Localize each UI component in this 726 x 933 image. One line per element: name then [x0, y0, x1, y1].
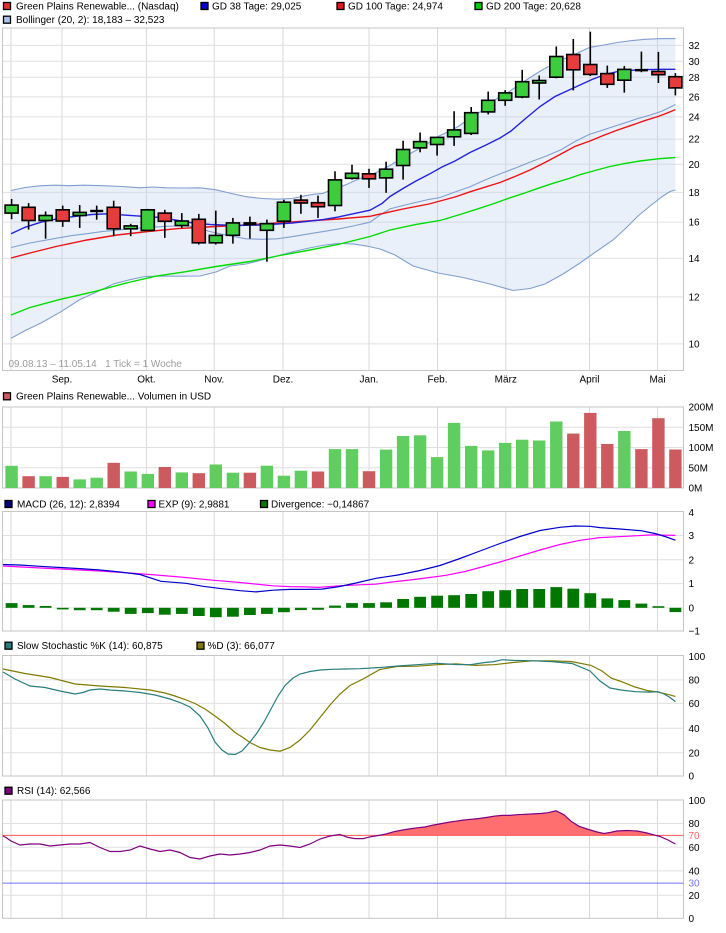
svg-text:10: 10: [689, 340, 701, 351]
svg-text:4: 4: [689, 508, 695, 519]
svg-text:März: März: [495, 375, 517, 386]
svg-text:100: 100: [689, 796, 706, 807]
svg-text:Jan.: Jan.: [360, 375, 379, 386]
svg-text:100: 100: [689, 652, 706, 663]
svg-text:RSI (14): 62,566: RSI (14): 62,566: [17, 786, 91, 797]
svg-text:40: 40: [689, 724, 701, 735]
svg-text:−1: −1: [689, 627, 701, 638]
svg-text:20: 20: [689, 160, 701, 171]
svg-text:GD 100 Tage: 24,974: GD 100 Tage: 24,974: [348, 1, 443, 12]
svg-text:30: 30: [689, 57, 701, 68]
svg-text:GD 38 Tage: 29,025: GD 38 Tage: 29,025: [212, 1, 302, 12]
svg-text:Slow Stochastic %K (14): 60,87: Slow Stochastic %K (14): 60,875: [17, 641, 163, 652]
svg-text:GD 200 Tage: 20,628: GD 200 Tage: 20,628: [486, 1, 581, 12]
svg-text:22: 22: [689, 135, 701, 146]
svg-text:Dez.: Dez.: [273, 375, 294, 386]
svg-text:Sep.: Sep.: [52, 375, 73, 386]
svg-text:0M: 0M: [689, 484, 703, 495]
svg-text:12: 12: [689, 293, 701, 304]
svg-text:Divergence: −0,14867: Divergence: −0,14867: [271, 499, 370, 510]
svg-text:0: 0: [689, 772, 695, 783]
svg-text:60: 60: [689, 843, 701, 854]
svg-text:2: 2: [689, 555, 695, 566]
svg-text:Green Plains Renewable... Volu: Green Plains Renewable... Volumen in USD: [16, 392, 211, 403]
svg-text:14: 14: [689, 254, 701, 265]
svg-text:30: 30: [689, 879, 701, 890]
svg-text:20: 20: [689, 891, 701, 902]
svg-text:200M: 200M: [689, 403, 714, 414]
svg-text:16: 16: [689, 218, 701, 229]
svg-text:MACD (26, 12): 2,8394: MACD (26, 12): 2,8394: [17, 499, 120, 510]
svg-text:24: 24: [689, 113, 701, 124]
svg-text:Green Plains Renewable... (Nas: Green Plains Renewable... (Nasdaq): [16, 1, 179, 12]
svg-text:150M: 150M: [689, 423, 714, 434]
svg-text:Mai: Mai: [649, 375, 665, 386]
svg-text:0: 0: [689, 914, 695, 925]
svg-text:3: 3: [689, 531, 695, 542]
svg-text:32: 32: [689, 41, 701, 52]
svg-text:Nov.: Nov.: [204, 375, 224, 386]
svg-text:20: 20: [689, 748, 701, 759]
svg-text:80: 80: [689, 819, 701, 830]
svg-text:100M: 100M: [689, 443, 714, 454]
svg-text:70: 70: [689, 831, 701, 842]
svg-text:Feb.: Feb.: [427, 375, 447, 386]
svg-text:Okt.: Okt.: [137, 375, 155, 386]
svg-text:Bollinger (20, 2): 18,183 – 32: Bollinger (20, 2): 18,183 – 32,523: [16, 15, 165, 26]
svg-text:60: 60: [689, 699, 701, 710]
svg-text:1: 1: [689, 579, 695, 590]
svg-text:0: 0: [689, 603, 695, 614]
svg-text:09.08.13 – 11.05.14 1 Tick =: 09.08.13 – 11.05.14 1 Tick = 1 Woche: [9, 359, 183, 370]
svg-text:April: April: [579, 375, 599, 386]
svg-text:%D (3): 66,077: %D (3): 66,077: [208, 641, 276, 652]
svg-text:EXP (9): 2,9881: EXP (9): 2,9881: [159, 499, 230, 510]
svg-text:18: 18: [689, 188, 701, 199]
svg-text:28: 28: [689, 73, 701, 84]
svg-text:50M: 50M: [689, 463, 708, 474]
svg-text:80: 80: [689, 676, 701, 687]
svg-text:26: 26: [689, 93, 701, 104]
svg-text:40: 40: [689, 867, 701, 878]
